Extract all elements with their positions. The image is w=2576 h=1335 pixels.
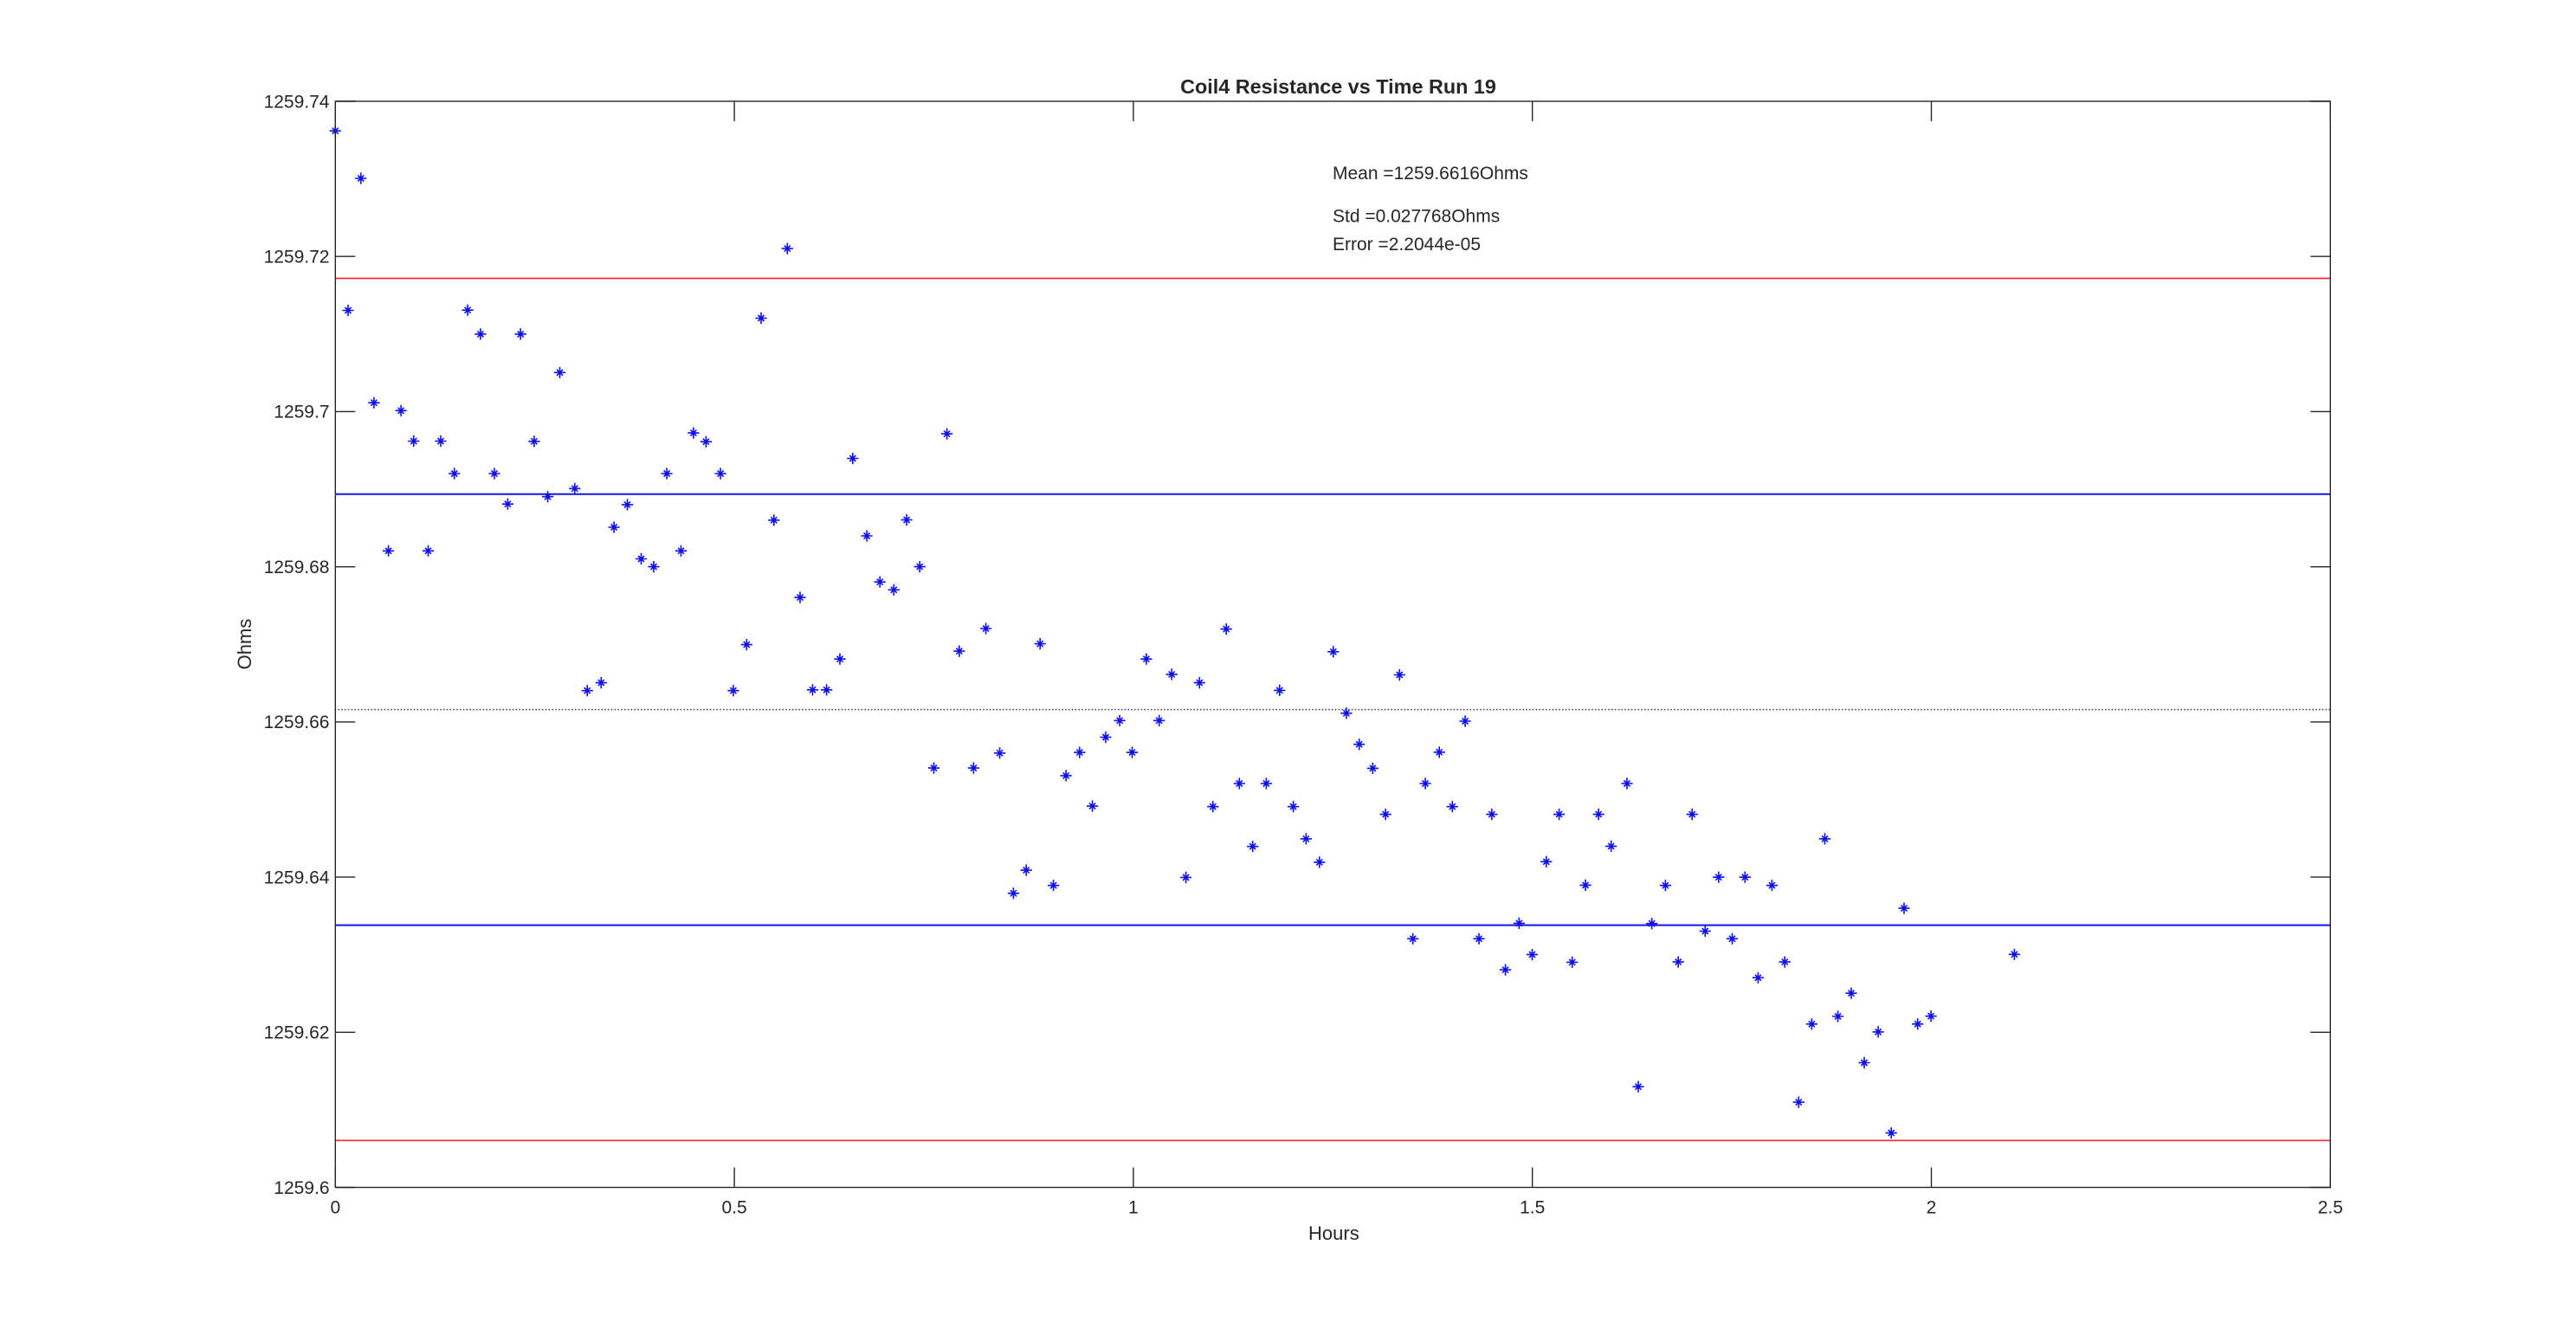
svg-text:Coil4 Resistance vs Time Run 1: Coil4 Resistance vs Time Run 19 — [1180, 75, 1496, 98]
svg-text:1259.6: 1259.6 — [274, 1178, 329, 1198]
svg-text:Hours: Hours — [1308, 1222, 1359, 1244]
svg-text:1259.64: 1259.64 — [264, 867, 330, 887]
svg-text:Mean =1259.6616Ohms: Mean =1259.6616Ohms — [1333, 164, 1528, 184]
svg-text:1259.62: 1259.62 — [264, 1023, 330, 1043]
svg-text:Std =0.027768Ohms: Std =0.027768Ohms — [1333, 207, 1500, 227]
svg-text:Ohms: Ohms — [234, 619, 255, 670]
svg-text:2.5: 2.5 — [2318, 1198, 2343, 1218]
svg-text:1: 1 — [1128, 1198, 1139, 1218]
svg-text:1259.72: 1259.72 — [264, 248, 330, 268]
svg-text:2: 2 — [1927, 1198, 1937, 1218]
svg-text:Error =2.2044e-05: Error =2.2044e-05 — [1333, 235, 1481, 255]
svg-text:1.5: 1.5 — [1520, 1198, 1545, 1218]
svg-text:1259.7: 1259.7 — [274, 403, 329, 422]
svg-text:0.5: 0.5 — [721, 1198, 746, 1218]
svg-text:1259.74: 1259.74 — [264, 92, 330, 112]
svg-text:1259.68: 1259.68 — [264, 558, 330, 577]
svg-text:0: 0 — [330, 1198, 340, 1218]
svg-text:1259.66: 1259.66 — [264, 713, 330, 732]
